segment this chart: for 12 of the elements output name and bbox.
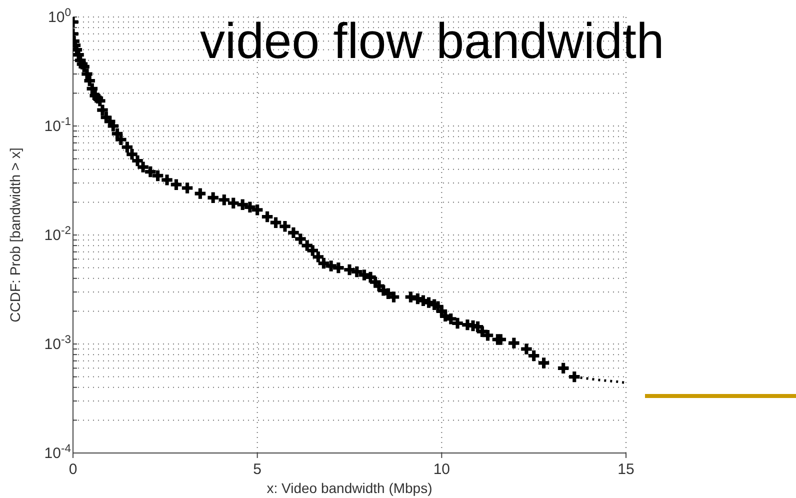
y-tick-label: 10$^{-1}$ [44,116,71,135]
y-tick-label: 10$^{-4}$ [44,443,71,462]
y-tick-label: 10$^{-2}$ [44,225,71,244]
y-tick-label: 10$^{0}$ [48,7,71,26]
y-axis-title: CCDF: Prob [bandwidth > x] [6,148,23,322]
chart-title: video flow bandwidth [200,12,664,70]
x-tick-label: 15 [618,461,634,478]
x-tick-label: 0 [68,461,78,478]
x-axis-title: x: Video bandwidth (Mbps) [266,480,432,496]
x-tick-label: 5 [253,461,262,478]
y-tick-label: 10$^{-3}$ [44,334,71,353]
x-tick-label: 10 [433,461,450,478]
